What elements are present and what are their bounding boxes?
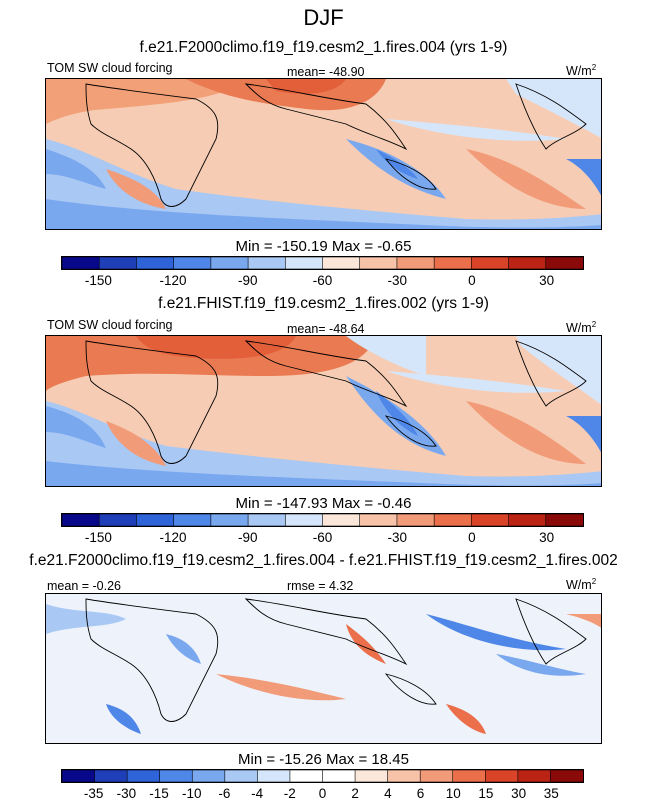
colorbar-swatch (485, 770, 519, 782)
colorbar-swatch (62, 770, 96, 782)
colorbar-tick-label: -60 (312, 273, 333, 288)
colorbar-swatch (387, 770, 421, 782)
panel-3-colorbar-ticks: -35 -30 -15 -10 -6 -4 -2 0 2 4 6 10 15 30 35 (61, 786, 584, 802)
colorbar-swatch (550, 770, 583, 782)
figure-title: DJF (303, 5, 344, 30)
colorbar-tick-label: 35 (543, 786, 559, 801)
colorbar-tick-label: 0 (468, 273, 476, 288)
colorbar-tick-label: 15 (478, 786, 494, 801)
colorbar-swatch (322, 514, 361, 526)
colorbar-tick-label: -120 (159, 273, 187, 288)
colorbar-tick-label: -120 (159, 530, 187, 545)
colorbar-swatch (289, 770, 324, 782)
colorbar-tick-label: 6 (416, 786, 425, 801)
colorbar-tick-label: -30 (387, 530, 407, 545)
colorbar-tick-label: -30 (387, 273, 407, 288)
colorbar-swatch (173, 257, 212, 269)
panel-2-colorbar-ticks: -150 -120 -90 -60 -30 0 30 (61, 530, 584, 546)
colorbar-swatch (322, 770, 356, 782)
colorbar-tick-label: 30 (539, 530, 555, 545)
colorbar-tick-label: 4 (384, 786, 392, 801)
panel-1-colorbar (61, 256, 584, 270)
panel-2-units: W/m2 (566, 320, 597, 336)
colorbar-swatch (322, 257, 361, 269)
colorbar-tick-label: 0 (468, 530, 476, 545)
colorbar-swatch (62, 257, 101, 269)
colorbar-swatch (545, 257, 583, 269)
colorbar-swatch (98, 514, 138, 526)
colorbar-swatch (508, 257, 547, 269)
colorbar-swatch (471, 257, 510, 269)
colorbar-swatch (396, 514, 435, 526)
colorbar-tick-label: -10 (181, 786, 202, 801)
colorbar-swatch (62, 514, 101, 526)
panel-2-variable-label: TOM SW cloud forcing (47, 318, 173, 332)
colorbar-tick-label: 30 (539, 273, 555, 288)
colorbar-swatch (433, 257, 473, 269)
panel-2-map (45, 335, 602, 487)
colorbar-swatch (396, 257, 435, 269)
panel-3-title: f.e21.F2000climo.f19_f19.cesm2_1.fires.0… (29, 552, 618, 569)
panel-3-mean-label: mean = -0.26 (47, 579, 122, 593)
colorbar-tick-label: -60 (312, 530, 333, 545)
panel-3-rmse-label: rmse = 4.32 (287, 579, 354, 593)
colorbar-swatch (136, 514, 175, 526)
colorbar-swatch (224, 770, 259, 782)
panel-3-map (45, 593, 602, 744)
panel-1-map (45, 78, 602, 230)
colorbar-swatch (508, 514, 547, 526)
colorbar-tick-label: 30 (511, 786, 527, 801)
colorbar-swatch (517, 770, 552, 782)
colorbar-swatch (419, 770, 454, 782)
colorbar-tick-label: -15 (149, 786, 169, 801)
colorbar-tick-label: 10 (445, 786, 461, 801)
colorbar-swatch (471, 514, 510, 526)
colorbar-tick-label: -150 (84, 273, 112, 288)
colorbar-swatch (247, 514, 287, 526)
colorbar-swatch (126, 770, 161, 782)
panel-1-title: f.e21.F2000climo.f19_f19.cesm2_1.fires.0… (139, 39, 508, 56)
colorbar-swatch (210, 514, 249, 526)
colorbar-swatch (257, 770, 291, 782)
colorbar-swatch (98, 257, 138, 269)
panel-1-units: W/m2 (566, 63, 597, 79)
panel-2-minmax: Min = -147.93 Max = -0.46 (235, 495, 412, 512)
colorbar-swatch (359, 257, 398, 269)
colorbar-swatch (173, 514, 212, 526)
colorbar-tick-label: -35 (83, 786, 104, 801)
colorbar-swatch (159, 770, 194, 782)
panel-1-variable-label: TOM SW cloud forcing (47, 61, 173, 75)
colorbar-swatch (359, 514, 398, 526)
colorbar-tick-label: -30 (116, 786, 137, 801)
colorbar-tick-label: -6 (218, 786, 231, 801)
colorbar-swatch (94, 770, 128, 782)
colorbar-tick-label: 0 (318, 786, 327, 801)
colorbar-swatch (191, 770, 226, 782)
colorbar-swatch (433, 514, 473, 526)
panel-1-colorbar-ticks: -150 -120 -90 -60 -30 0 30 (61, 273, 584, 289)
colorbar-swatch (210, 257, 249, 269)
colorbar-tick-label: -90 (238, 530, 258, 545)
colorbar-tick-label: -2 (283, 786, 296, 801)
colorbar-tick-label: 2 (351, 786, 359, 801)
colorbar-swatch (354, 770, 389, 782)
colorbar-swatch (247, 257, 287, 269)
panel-2-colorbar (61, 513, 584, 527)
colorbar-swatch (284, 257, 324, 269)
colorbar-swatch (284, 514, 324, 526)
colorbar-tick-label: -90 (238, 273, 258, 288)
colorbar-tick-label: -4 (251, 786, 264, 801)
panel-3-colorbar (61, 769, 584, 783)
panel-1-minmax: Min = -150.19 Max = -0.65 (235, 238, 412, 255)
colorbar-swatch (545, 514, 583, 526)
panel-2-title: f.e21.FHIST.f19_f19.cesm2_1.fires.002 (y… (158, 295, 489, 312)
colorbar-swatch (452, 770, 487, 782)
panel-2-mean-label: mean= -48.64 (287, 322, 365, 336)
panel-1-mean-label: mean= -48.90 (287, 65, 365, 79)
colorbar-tick-label: -150 (84, 530, 112, 545)
panel-3-units: W/m2 (566, 577, 597, 593)
panel-3-minmax: Min = -15.26 Max = 18.45 (238, 751, 409, 768)
colorbar-swatch (136, 257, 175, 269)
